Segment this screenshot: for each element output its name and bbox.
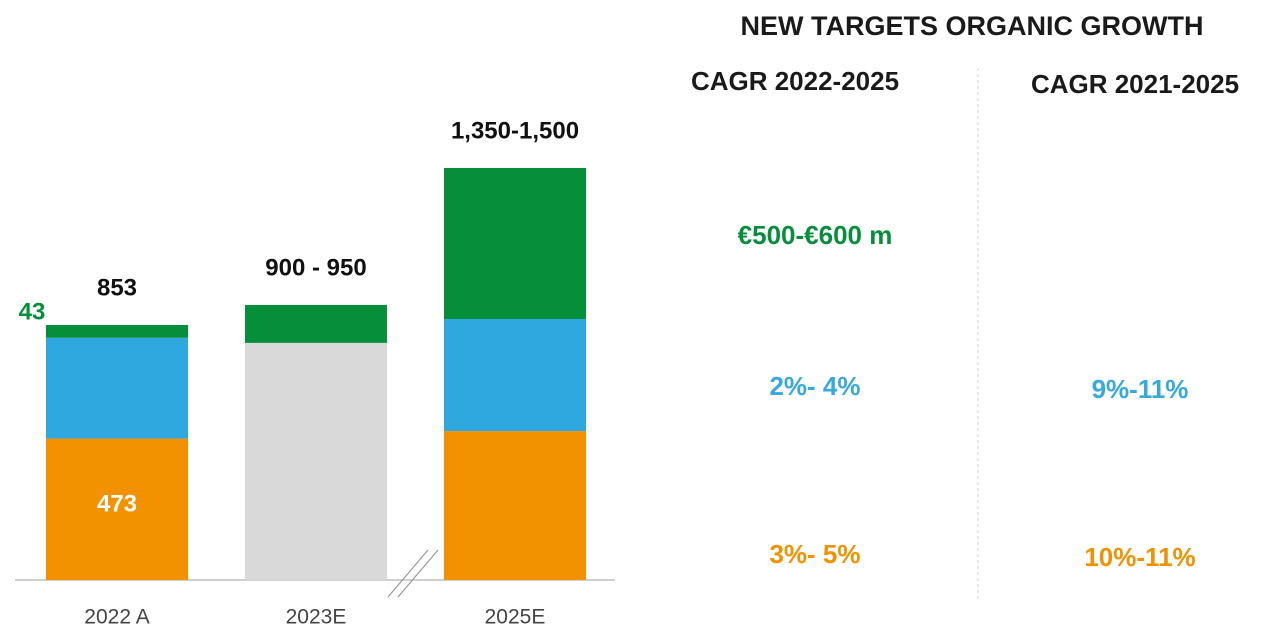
column-header: CAGR 2021-2025 (1031, 69, 1239, 99)
target-value: 9%-11% (1092, 374, 1189, 404)
bar-segment (46, 324, 188, 338)
axis-break (397, 549, 439, 598)
column-header: CAGR 2022-2025 (691, 66, 899, 96)
x-tick-label: 2023E (286, 606, 347, 629)
target-value: €500-€600 m (738, 220, 893, 250)
segment-label: 473 (97, 491, 137, 518)
bar-segment (444, 431, 586, 580)
total-label: 1,350-1,500 (451, 117, 579, 144)
bar-segment (444, 167, 586, 319)
total-label: 853 (97, 274, 137, 301)
bar-segment (46, 337, 188, 439)
target-value: 10%-11% (1084, 542, 1195, 572)
total-label: 900 - 950 (265, 254, 366, 281)
x-tick-label: 2022 A (84, 606, 149, 629)
bar-segment (444, 318, 586, 432)
bar-segment (245, 342, 387, 580)
axis-break (387, 549, 429, 598)
bar-segment (46, 438, 188, 580)
x-tick-label: 2025E (485, 606, 546, 629)
segment-label: 43 (19, 298, 46, 325)
targets-title: NEW TARGETS ORGANIC GROWTH (741, 11, 1204, 41)
target-value: 3%- 5% (769, 539, 860, 569)
bar-segment (245, 304, 387, 343)
target-value: 2%- 4% (769, 371, 860, 401)
